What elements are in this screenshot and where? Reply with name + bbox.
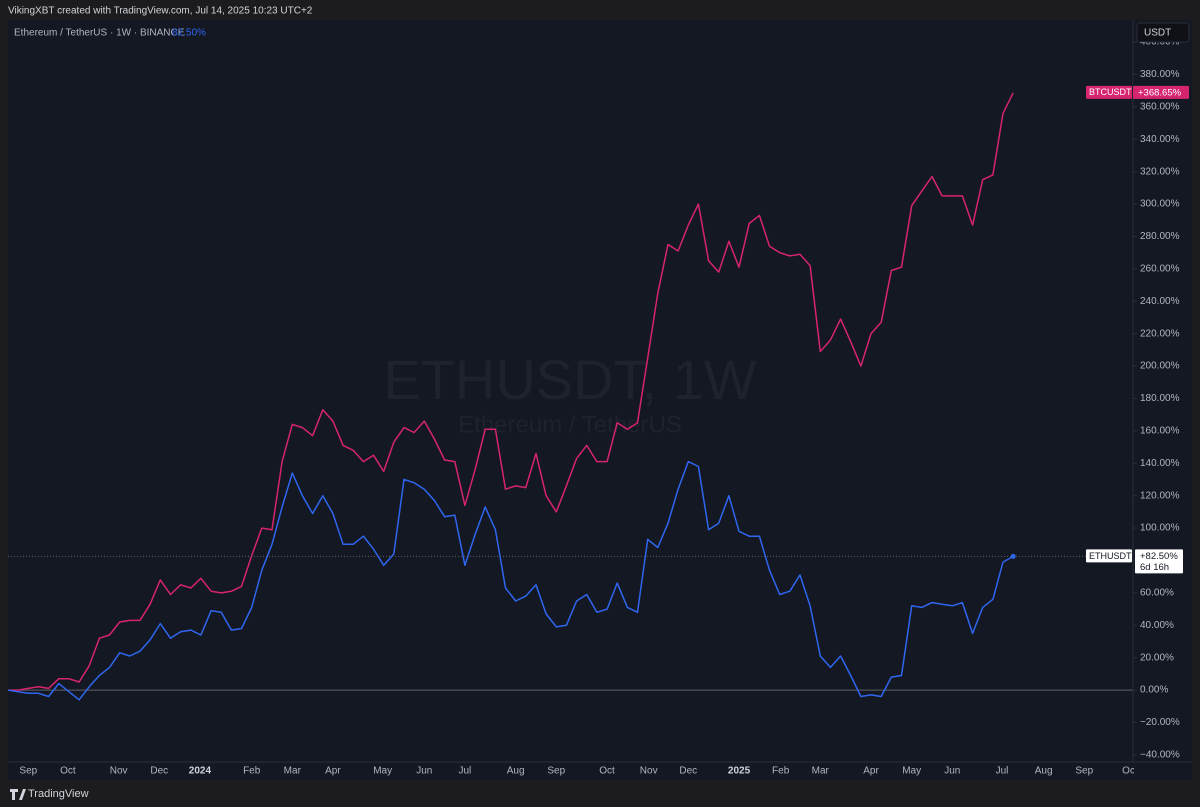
y-tick-label: 380.00% <box>1140 69 1180 80</box>
x-tick-label: Oct <box>60 766 76 777</box>
y-tick-label: 200.00% <box>1140 361 1180 372</box>
y-tick-label: −40.00% <box>1140 750 1180 761</box>
y-tick-label: 180.00% <box>1140 393 1180 404</box>
series-name: ETHUSDT <box>1089 551 1132 561</box>
brand-logo <box>10 789 26 800</box>
series-line <box>8 92 1014 691</box>
y-tick-label: 320.00% <box>1140 166 1180 177</box>
x-tick-label: Feb <box>243 766 261 777</box>
last-value-box <box>1133 85 1189 99</box>
x-tick-label: Sep <box>1075 766 1093 777</box>
x-tick-label: Oct <box>1122 766 1138 777</box>
x-tick-label: Jun <box>944 766 960 777</box>
y-tick-label: 260.00% <box>1140 263 1180 274</box>
x-tick-label: Jul <box>459 766 472 777</box>
chart-panel <box>8 20 1192 780</box>
price-axis-panel <box>1133 20 1192 780</box>
last-value-box <box>1135 549 1183 574</box>
credit: VikingXBT created with TradingView.com, … <box>8 6 313 17</box>
y-tick-label: 60.00% <box>1140 588 1174 599</box>
y-tick-label: 220.00% <box>1140 328 1180 339</box>
last-point <box>1010 553 1016 559</box>
x-tick-label: May <box>373 766 392 777</box>
watermark-subtitle: Ethereum / TetherUS <box>458 411 682 438</box>
y-tick-label: 240.00% <box>1140 296 1180 307</box>
brand: TradingView <box>28 788 89 800</box>
x-tick-label: Aug <box>1035 766 1053 777</box>
y-tick-label: 360.00% <box>1140 101 1180 112</box>
x-tick-label: Apr <box>863 766 879 777</box>
y-tick-label: 160.00% <box>1140 425 1180 436</box>
y-tick-label: 40.00% <box>1140 620 1174 631</box>
axis-corner <box>1134 763 1192 780</box>
watermark-title: ETHUSDT, 1W <box>383 348 756 411</box>
x-tick-label: Sep <box>19 766 37 777</box>
series-name-box <box>1086 549 1132 563</box>
x-tick-label: Feb <box>772 766 790 777</box>
y-tick-label: 20.00% <box>1140 652 1174 663</box>
y-tick-label: 280.00% <box>1140 231 1180 242</box>
y-tick-label: 100.00% <box>1140 523 1180 534</box>
y-tick-label: 340.00% <box>1140 134 1180 145</box>
x-tick-label: Nov <box>110 766 128 777</box>
y-tick-label: 0.00% <box>1140 685 1168 696</box>
y-tick-label: 120.00% <box>1140 490 1180 501</box>
x-tick-label: 2025 <box>728 766 751 777</box>
symbol-change: 82.50% <box>172 28 206 39</box>
symbol-info: Ethereum / TetherUS · 1W · BINANCE <box>14 28 185 39</box>
currency-box[interactable] <box>1136 22 1190 43</box>
x-tick-label: Jun <box>416 766 432 777</box>
y-tick-label: 300.00% <box>1140 199 1180 210</box>
y-tick-label: −20.00% <box>1140 717 1180 728</box>
x-tick-label: Dec <box>679 766 697 777</box>
x-tick-label: Jul <box>996 766 1009 777</box>
y-tick-label: 140.00% <box>1140 458 1180 469</box>
series-name-box <box>1086 85 1132 99</box>
last-value-label: +368.65% <box>1138 87 1182 98</box>
x-tick-label: Sep <box>547 766 565 777</box>
x-tick-label: Apr <box>325 766 341 777</box>
x-tick-label: Aug <box>507 766 525 777</box>
x-tick-label: Mar <box>812 766 830 777</box>
x-tick-label: Dec <box>150 766 168 777</box>
series-line <box>7 460 1014 701</box>
x-tick-label: Mar <box>284 766 302 777</box>
countdown: 6d 16h <box>1140 562 1169 573</box>
x-tick-label: 2024 <box>189 766 212 777</box>
last-value-label: +82.50% <box>1140 551 1178 562</box>
currency[interactable]: USDT <box>1144 28 1171 39</box>
x-tick-label: Oct <box>599 766 615 777</box>
x-tick-label: May <box>902 766 921 777</box>
footer <box>0 780 1200 807</box>
series-name: BTCUSDT <box>1089 87 1132 97</box>
x-tick-label: Nov <box>640 766 658 777</box>
